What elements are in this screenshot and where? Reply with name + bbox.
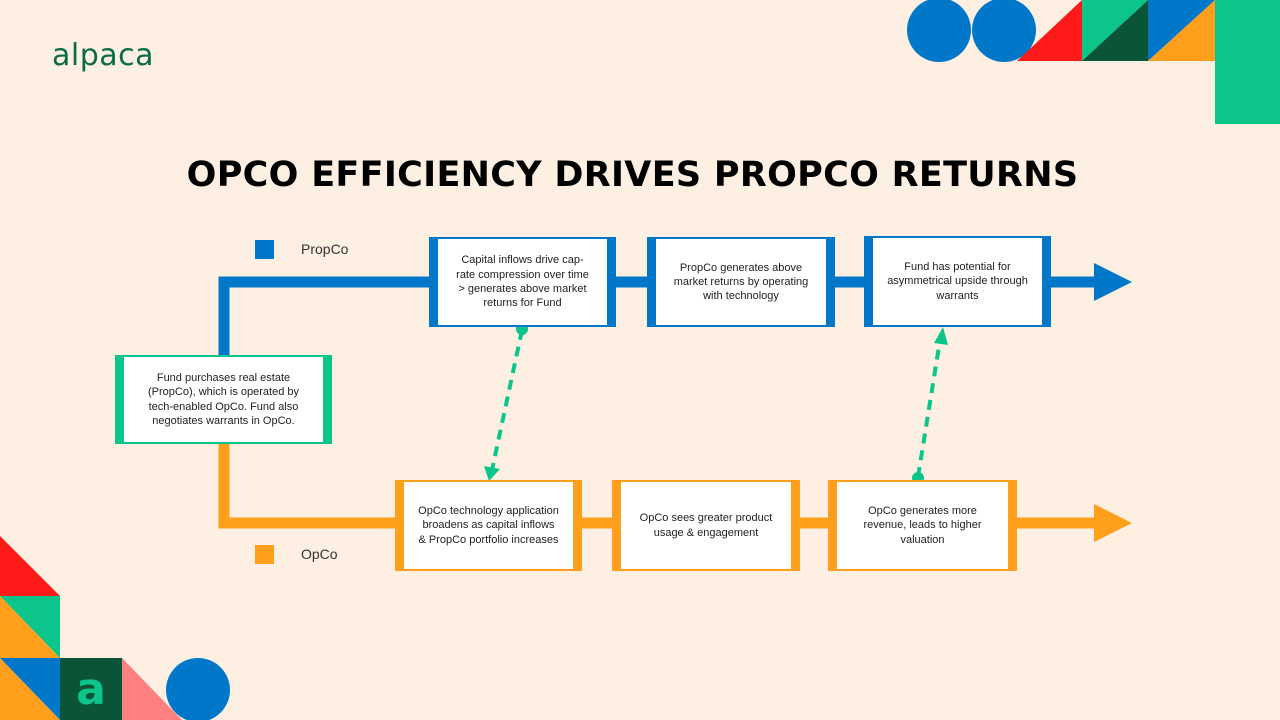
deco-rect-darkgreen-bl (60, 658, 122, 720)
propco-arrowhead (1094, 263, 1132, 301)
page-title: OPCO EFFICIENCY DRIVES PROPCO RETURNS (186, 155, 1079, 195)
deco-triangle-orange (1148, 0, 1215, 61)
deco-rect-green (1215, 0, 1280, 124)
deco-triangle-orange-bl2 (0, 658, 60, 720)
propco-node-2: PropCo generates above market returns by… (647, 237, 835, 327)
legend-propco-swatch (255, 240, 274, 259)
deco-triangle-pink-bl (122, 658, 182, 720)
deco-circle-blue-1 (907, 0, 971, 62)
opco-node-1: OpCo technology application broadens as … (395, 480, 582, 571)
start-node: Fund purchases real estate (PropCo), whi… (115, 355, 332, 444)
app-icon-letter: a (76, 664, 106, 715)
deco-triangle-orange-bl (0, 596, 60, 658)
opco-node-3: OpCo generates more revenue, leads to hi… (828, 480, 1017, 571)
legend-opco-swatch (255, 545, 274, 564)
opco-line (218, 444, 1100, 529)
opco-node-2: OpCo sees greater product usage & engage… (612, 480, 800, 571)
link-line-2 (916, 339, 942, 478)
link-arrowhead-1 (484, 466, 500, 481)
propco-node-1: Capital inflows drive cap-rate compressi… (429, 237, 616, 327)
deco-circle-blue-bl (166, 658, 230, 720)
link-arrowhead-2 (934, 327, 948, 345)
legend-propco-label: PropCo (301, 241, 349, 257)
deco-circle-blue-2 (972, 0, 1036, 62)
legend-opco-label: OpCo (301, 546, 338, 562)
propco-node-3: Fund has potential for asymmetrical upsi… (864, 236, 1051, 327)
link-line-1 (490, 329, 524, 471)
deco-triangle-red-bl (0, 536, 60, 596)
alpaca-logo: alpaca (52, 38, 155, 73)
deco-triangle-green-dark (1082, 0, 1148, 61)
opco-arrowhead (1094, 504, 1132, 542)
deco-triangle-red (1017, 0, 1082, 61)
